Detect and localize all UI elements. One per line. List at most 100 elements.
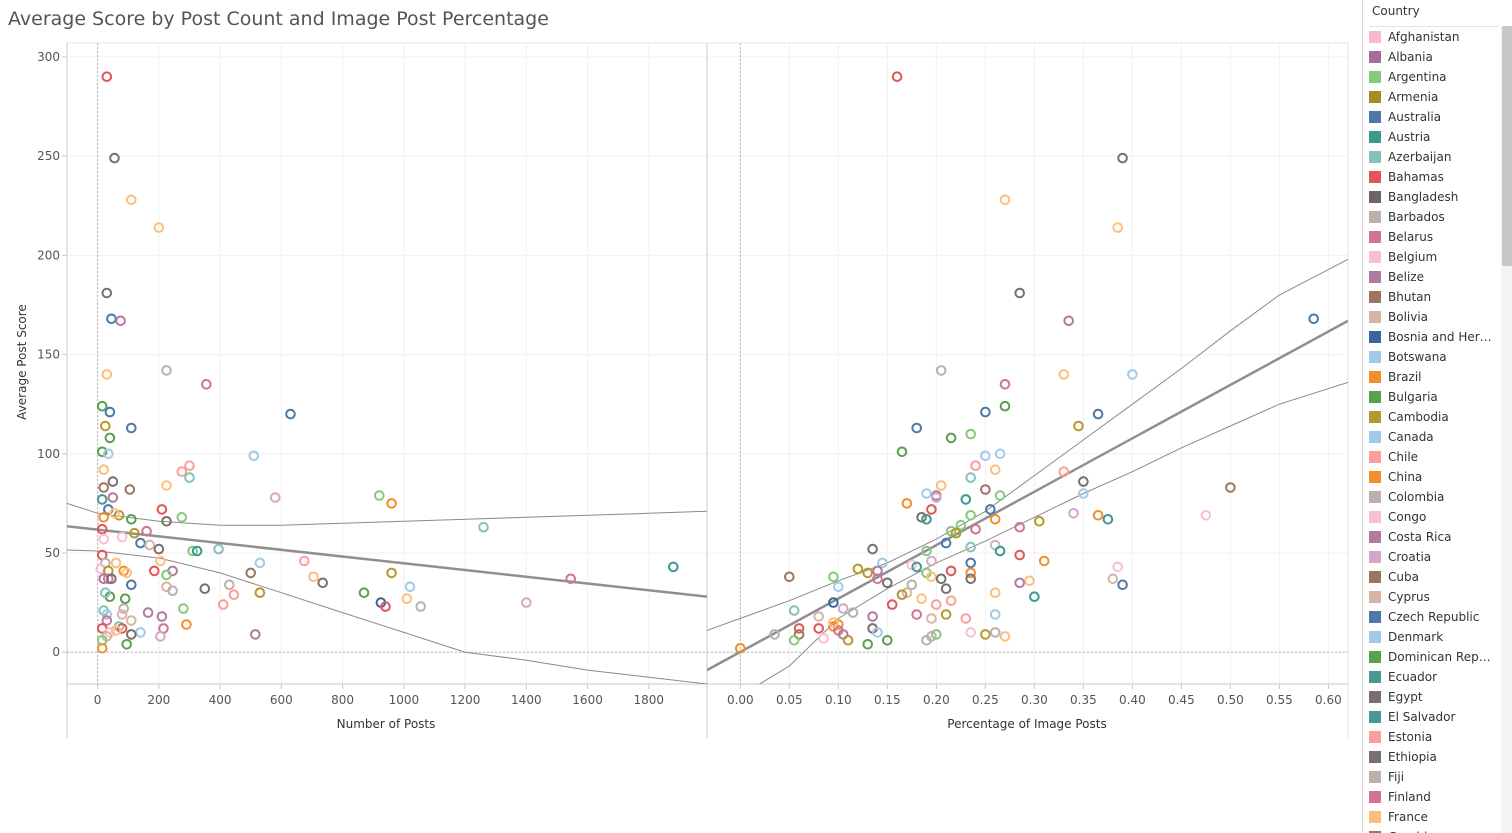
- data-point[interactable]: [155, 631, 166, 642]
- data-point[interactable]: [882, 635, 893, 646]
- data-point[interactable]: [101, 609, 113, 620]
- data-point[interactable]: [129, 527, 140, 539]
- data-point[interactable]: [1014, 577, 1026, 589]
- data-point[interactable]: [994, 490, 1006, 501]
- data-point[interactable]: [96, 494, 108, 505]
- data-point[interactable]: [141, 525, 152, 537]
- data-point[interactable]: [788, 635, 800, 646]
- legend-item[interactable]: France: [1369, 807, 1499, 827]
- data-point[interactable]: [245, 567, 256, 579]
- legend-list[interactable]: Afghanistan Albania Argentina Armenia Austra…: [1369, 26, 1499, 833]
- legend-item[interactable]: Botswana: [1369, 347, 1499, 367]
- data-point[interactable]: [896, 446, 908, 458]
- data-point[interactable]: [735, 643, 746, 654]
- data-point[interactable]: [965, 557, 977, 569]
- data-point[interactable]: [921, 635, 932, 646]
- data-point[interactable]: [161, 365, 172, 376]
- data-point[interactable]: [965, 472, 977, 483]
- legend-item[interactable]: China: [1369, 467, 1499, 487]
- data-point[interactable]: [1014, 549, 1026, 561]
- data-point[interactable]: [1024, 575, 1035, 587]
- data-point[interactable]: [126, 579, 137, 591]
- data-point[interactable]: [254, 587, 266, 599]
- data-point[interactable]: [104, 432, 116, 444]
- data-point[interactable]: [926, 555, 937, 567]
- data-point[interactable]: [989, 464, 1001, 476]
- data-point[interactable]: [891, 71, 903, 82]
- data-point[interactable]: [916, 593, 927, 605]
- legend-item[interactable]: Cuba: [1369, 567, 1499, 587]
- data-point[interactable]: [167, 585, 178, 597]
- data-point[interactable]: [565, 573, 577, 585]
- data-point[interactable]: [813, 623, 825, 634]
- data-point[interactable]: [1029, 591, 1040, 603]
- data-point[interactable]: [1102, 514, 1114, 525]
- data-point[interactable]: [1092, 408, 1104, 420]
- data-point[interactable]: [931, 599, 942, 610]
- data-point[interactable]: [121, 639, 132, 650]
- data-point[interactable]: [110, 557, 122, 569]
- data-point[interactable]: [269, 492, 281, 503]
- data-point[interactable]: [970, 523, 981, 535]
- data-point[interactable]: [862, 567, 874, 579]
- data-point[interactable]: [989, 514, 1001, 525]
- data-point[interactable]: [1073, 420, 1084, 432]
- data-point[interactable]: [100, 420, 111, 432]
- data-point[interactable]: [386, 567, 397, 579]
- data-point[interactable]: [126, 615, 137, 626]
- data-point[interactable]: [106, 573, 117, 585]
- data-point[interactable]: [1034, 516, 1045, 527]
- legend-item[interactable]: Belgium: [1369, 247, 1499, 267]
- data-point[interactable]: [965, 627, 977, 638]
- legend-item[interactable]: Estonia: [1369, 727, 1499, 747]
- data-point[interactable]: [980, 450, 991, 462]
- data-point[interactable]: [1058, 466, 1070, 478]
- data-point[interactable]: [1117, 579, 1128, 591]
- data-point[interactable]: [1225, 482, 1236, 493]
- data-point[interactable]: [380, 601, 391, 612]
- data-point[interactable]: [837, 603, 849, 614]
- data-point[interactable]: [1107, 573, 1119, 585]
- data-point[interactable]: [965, 541, 977, 553]
- data-point[interactable]: [101, 71, 113, 82]
- data-point[interactable]: [103, 573, 114, 585]
- legend-item[interactable]: Belize: [1369, 267, 1499, 287]
- data-point[interactable]: [877, 557, 888, 569]
- data-point[interactable]: [299, 555, 310, 567]
- legend-item[interactable]: Fiji: [1369, 767, 1499, 787]
- data-point[interactable]: [980, 406, 991, 418]
- data-point[interactable]: [153, 222, 165, 233]
- data-point[interactable]: [184, 460, 195, 472]
- data-point[interactable]: [872, 573, 883, 585]
- data-point[interactable]: [867, 543, 878, 555]
- data-point[interactable]: [950, 527, 962, 539]
- trend-line[interactable]: [67, 524, 707, 598]
- data-point[interactable]: [103, 448, 114, 460]
- data-point[interactable]: [921, 488, 932, 499]
- data-point[interactable]: [828, 617, 839, 628]
- data-point[interactable]: [965, 567, 977, 579]
- data-point[interactable]: [98, 512, 109, 523]
- data-point[interactable]: [415, 601, 427, 612]
- data-point[interactable]: [1068, 508, 1079, 519]
- legend-item[interactable]: Gambia: [1369, 827, 1499, 833]
- data-point[interactable]: [109, 508, 120, 519]
- data-point[interactable]: [842, 635, 854, 646]
- data-point[interactable]: [999, 400, 1011, 412]
- data-point[interactable]: [931, 492, 942, 503]
- data-point[interactable]: [126, 629, 137, 640]
- data-point[interactable]: [999, 379, 1011, 390]
- data-point[interactable]: [1127, 369, 1138, 380]
- data-point[interactable]: [1308, 313, 1319, 325]
- data-point[interactable]: [818, 633, 829, 644]
- data-point[interactable]: [960, 613, 972, 624]
- legend-item[interactable]: Cyprus: [1369, 587, 1499, 607]
- data-point[interactable]: [317, 577, 329, 589]
- data-point[interactable]: [960, 494, 972, 505]
- data-point[interactable]: [872, 627, 883, 638]
- data-point[interactable]: [970, 460, 981, 472]
- data-point[interactable]: [921, 545, 932, 557]
- data-point[interactable]: [96, 446, 108, 458]
- legend-item[interactable]: Bolivia: [1369, 307, 1499, 327]
- data-point[interactable]: [911, 561, 923, 573]
